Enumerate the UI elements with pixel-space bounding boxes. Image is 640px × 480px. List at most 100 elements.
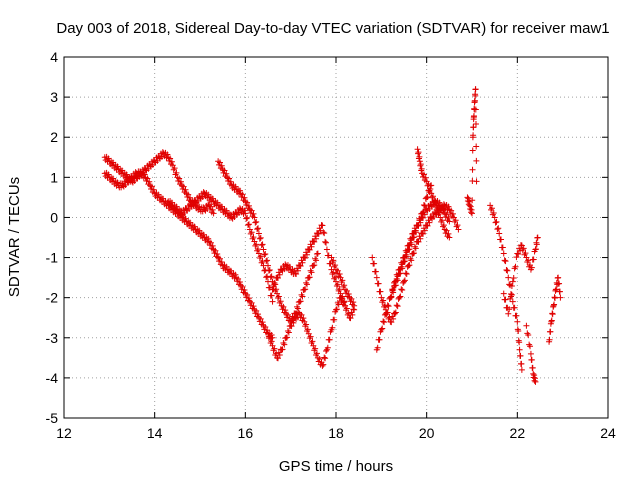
data-point (548, 317, 555, 324)
data-point (498, 236, 505, 243)
data-point (417, 217, 424, 224)
data-point (417, 161, 424, 168)
data-point (159, 149, 166, 156)
data-point (420, 230, 427, 237)
data-point (218, 258, 225, 265)
data-point (309, 338, 316, 345)
data-point (285, 329, 292, 336)
data-point (265, 267, 272, 274)
data-point (300, 315, 307, 322)
data-point (319, 362, 326, 369)
data-point (330, 269, 337, 276)
data-point (347, 315, 354, 322)
data-point (216, 159, 223, 166)
data-point (331, 316, 338, 323)
y-tick-label: -3 (46, 330, 59, 346)
data-point (336, 271, 343, 278)
y-tick-label: -5 (46, 410, 59, 426)
data-point (415, 238, 422, 245)
data-point (248, 229, 255, 236)
data-point (265, 262, 271, 269)
data-point (436, 210, 443, 217)
data-point (269, 298, 276, 305)
data-point (158, 153, 165, 160)
data-point (443, 227, 450, 234)
data-point (515, 327, 522, 334)
data-point (448, 207, 455, 214)
y-axis-label: SDTVAR / TECUs (6, 177, 23, 297)
data-point (257, 253, 264, 260)
series-arc-16 (546, 274, 564, 345)
data-point (276, 352, 283, 359)
data-point (262, 250, 269, 257)
data-point (391, 310, 398, 317)
data-point (267, 274, 274, 281)
data-point (242, 210, 249, 217)
data-point (245, 222, 252, 229)
data-point (396, 294, 403, 301)
data-point (490, 210, 497, 217)
data-point (276, 271, 283, 278)
data-point (551, 295, 558, 302)
data-point (297, 298, 304, 305)
data-point (349, 311, 356, 318)
data-point (167, 155, 174, 162)
series-arc-3 (165, 189, 276, 305)
data-point (420, 171, 427, 178)
data-point (379, 325, 386, 332)
data-point (254, 226, 261, 233)
series-arc-12 (464, 86, 480, 217)
data-point (114, 179, 121, 186)
data-point (392, 309, 399, 316)
data-point (302, 254, 309, 261)
data-point (556, 280, 563, 287)
data-point (273, 350, 280, 357)
y-tick-label: 0 (50, 209, 58, 225)
data-point (259, 319, 266, 326)
data-point (333, 306, 340, 313)
y-tick-label: -4 (46, 370, 59, 386)
data-point (177, 178, 184, 185)
data-point (420, 202, 427, 209)
data-point (315, 230, 322, 237)
data-point (280, 303, 287, 310)
data-point (518, 366, 525, 373)
series-arc-1 (101, 149, 217, 217)
data-point (275, 293, 282, 300)
data-point (415, 149, 422, 156)
x-tick-label: 14 (147, 425, 163, 441)
data-point (494, 226, 501, 233)
y-tick-label: -1 (46, 250, 59, 266)
data-point (313, 350, 320, 357)
data-point (257, 234, 264, 241)
data-point (244, 214, 251, 221)
data-point (200, 189, 207, 196)
data-point (255, 230, 262, 237)
data-point (235, 210, 242, 217)
data-point (255, 225, 262, 232)
data-point (470, 132, 477, 139)
data-point (495, 225, 502, 232)
data-point (557, 294, 564, 301)
series-arc-6 (269, 222, 349, 309)
data-point (408, 237, 415, 244)
data-point (516, 346, 523, 353)
data-point (239, 191, 246, 198)
data-point (517, 352, 524, 359)
data-point (199, 193, 206, 200)
data-point (274, 275, 281, 282)
data-point (268, 338, 275, 345)
data-point (284, 334, 291, 341)
data-point (446, 234, 453, 241)
data-point (532, 246, 539, 253)
data-point (307, 333, 314, 340)
data-point (250, 210, 257, 217)
data-point (525, 331, 532, 338)
data-point (430, 193, 437, 200)
data-point (397, 266, 404, 273)
data-point (516, 339, 523, 346)
data-point (271, 345, 278, 352)
data-point (399, 287, 406, 294)
data-point (502, 296, 509, 303)
data-point (244, 199, 251, 206)
